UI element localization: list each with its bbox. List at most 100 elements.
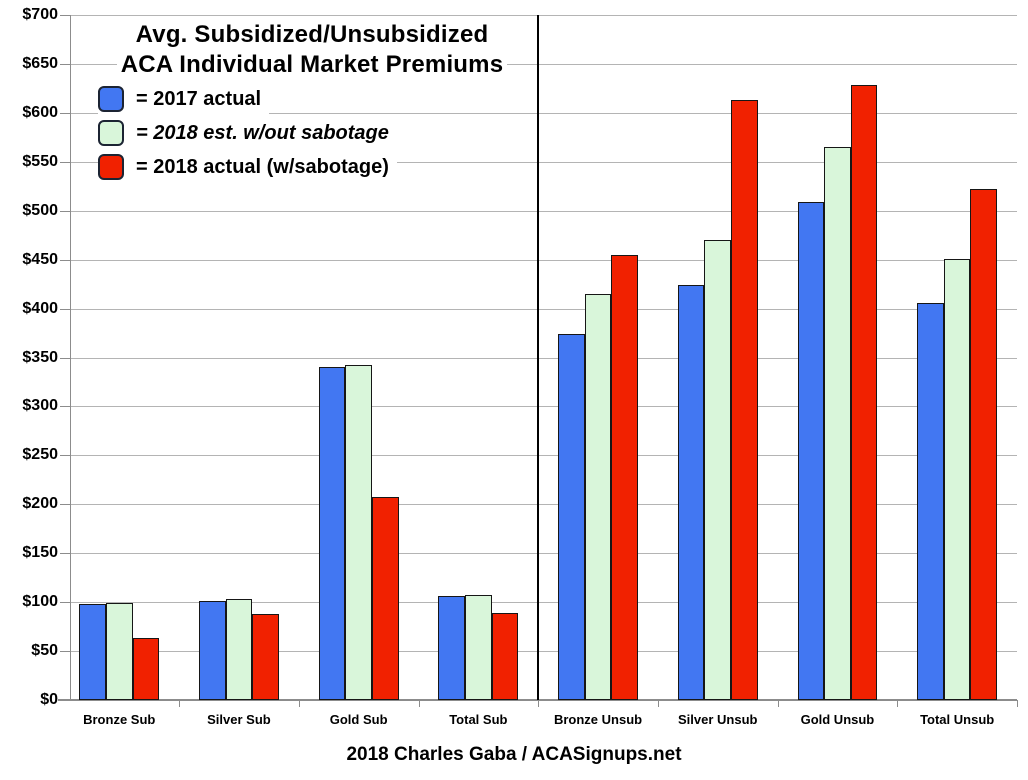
bar-2018-est-w-out-sabotage-total-sub — [465, 595, 492, 700]
legend-swatch-2017-actual — [98, 86, 124, 112]
y-axis-tick-label: $100 — [22, 593, 58, 611]
bar-2017-actual-gold-unsub — [797, 201, 825, 700]
attribution-footer: 2018 Charles Gaba / ACASignups.net — [346, 744, 682, 765]
gridline — [70, 63, 1017, 65]
y-axis-tick-label: $350 — [22, 348, 58, 366]
y-axis-tick-label: $700 — [22, 6, 58, 23]
y-axis-tick-mark — [60, 15, 70, 16]
gridline — [70, 161, 1017, 163]
legend-row-2018-est: = 2018 est. w/out sabotage — [98, 118, 397, 148]
y-axis-tick-mark — [60, 63, 70, 65]
bar-2018-actual-w-sabotage--total-sub — [491, 612, 519, 700]
gridline — [70, 553, 1017, 555]
y-axis-tick-label: $600 — [22, 103, 58, 121]
bar-2018-actual-w-sabotage--gold-sub — [371, 497, 399, 700]
legend-label-2017-actual: = 2017 actual — [136, 88, 262, 110]
x-axis-tick-mark — [179, 700, 181, 707]
bar-2018-actual-w-sabotage--silver-unsub — [731, 100, 758, 700]
y-axis-tick-mark — [60, 553, 70, 555]
y-axis-tick-label: $0 — [40, 691, 58, 708]
x-axis-tick-mark — [657, 700, 659, 707]
bar-2018-est-w-out-sabotage-total-unsub — [943, 258, 971, 700]
x-axis-tick-mark — [897, 700, 899, 707]
y-axis-tick-mark — [60, 112, 70, 114]
x-axis-tick-mark — [298, 700, 300, 707]
gridline — [70, 357, 1017, 359]
gridline — [70, 602, 1017, 604]
x-axis-category-label: Gold Unsub — [800, 712, 875, 727]
y-axis-tick-label: $300 — [22, 397, 58, 415]
legend-row-2017-actual: = 2017 actual — [98, 84, 270, 114]
y-axis-tick-label: $550 — [22, 152, 58, 170]
legend-swatch-2018-est — [98, 120, 124, 146]
bar-2018-actual-w-sabotage--total-unsub — [970, 189, 998, 700]
bar-2017-actual-silver-unsub — [677, 285, 705, 700]
gridline — [70, 504, 1017, 506]
x-axis-category-label: Gold Sub — [329, 712, 388, 727]
gridline — [70, 651, 1017, 653]
gridline — [70, 112, 1017, 114]
y-axis-tick-mark — [60, 259, 70, 261]
x-axis-baseline — [58, 699, 1017, 701]
y-axis-tick-label: $50 — [31, 642, 58, 660]
chart-title: Avg. Subsidized/Unsubsidized ACA Individ… — [84, 20, 540, 80]
chart-title-line2: ACA Individual Market Premiums — [116, 50, 508, 80]
legend-row-2018-actual: = 2018 actual (w/sabotage) — [98, 152, 397, 182]
bar-2017-actual-total-unsub — [917, 302, 944, 700]
legend-box: Avg. Subsidized/Unsubsidized ACA Individ… — [84, 20, 540, 186]
x-axis-category-label: Bronze Sub — [83, 712, 156, 727]
bar-2018-actual-w-sabotage--bronze-unsub — [611, 254, 638, 700]
sub-unsub-divider-line — [537, 15, 540, 700]
x-axis-tick-mark — [418, 700, 420, 707]
x-axis-category-label: Silver Unsub — [678, 712, 758, 727]
x-axis-category-label: Total Sub — [449, 712, 508, 727]
y-axis-tick-label: $400 — [22, 299, 58, 317]
chart-title-line1: Avg. Subsidized/Unsubsidized — [131, 20, 493, 50]
y-axis-tick-mark — [60, 406, 70, 408]
x-axis-category-label: Bronze Unsub — [553, 712, 643, 727]
bar-2018-est-w-out-sabotage-gold-unsub — [824, 147, 851, 700]
y-axis-tick-label: $150 — [22, 544, 58, 562]
y-axis-tick-label: $250 — [22, 446, 58, 464]
gridline — [70, 406, 1017, 408]
y-axis-tick-mark — [60, 308, 70, 310]
bar-2018-actual-w-sabotage--silver-sub — [252, 613, 279, 700]
y-axis-tick-mark — [60, 504, 70, 506]
bar-2017-actual-silver-sub — [199, 601, 226, 700]
x-axis-category-label: Silver Sub — [207, 712, 271, 727]
legend-swatch-2018-actual — [98, 154, 124, 180]
y-axis-line — [70, 15, 71, 700]
gridline — [70, 308, 1017, 310]
y-axis-tick-mark — [60, 602, 70, 604]
bar-2017-actual-bronze-unsub — [558, 334, 585, 700]
bar-2018-est-w-out-sabotage-bronze-unsub — [584, 293, 612, 700]
x-axis-tick-mark — [777, 700, 779, 707]
bar-2018-est-w-out-sabotage-silver-sub — [225, 599, 253, 700]
y-axis-tick-label: $450 — [22, 250, 58, 268]
bar-2018-actual-w-sabotage--bronze-sub — [132, 638, 160, 700]
legend-label-2018-est: = 2018 est. w/out sabotage — [136, 122, 389, 144]
gridline — [70, 210, 1017, 212]
bar-2017-actual-gold-sub — [318, 367, 346, 700]
bar-2018-est-w-out-sabotage-silver-unsub — [704, 240, 732, 700]
gridline — [70, 259, 1017, 261]
y-axis-tick-mark — [60, 455, 70, 457]
y-axis-tick-label: $200 — [22, 495, 58, 513]
y-axis-tick-mark — [60, 161, 70, 163]
legend-label-2018-actual: = 2018 actual (w/sabotage) — [136, 156, 389, 178]
bar-2018-est-w-out-sabotage-bronze-sub — [105, 603, 133, 700]
y-axis-tick-label: $500 — [22, 201, 58, 219]
gridline — [70, 15, 1017, 16]
bar-2018-actual-w-sabotage--gold-unsub — [850, 85, 878, 700]
bar-2017-actual-total-sub — [438, 596, 466, 700]
y-axis-tick-mark — [60, 210, 70, 212]
x-axis-tick-mark — [1017, 700, 1018, 707]
x-axis-category-label: Total Unsub — [920, 712, 995, 727]
bar-2018-est-w-out-sabotage-gold-sub — [345, 365, 372, 700]
bar-2017-actual-bronze-sub — [79, 604, 106, 700]
y-axis-tick-label: $650 — [22, 54, 58, 72]
x-axis-tick-mark — [538, 700, 540, 707]
gridline — [70, 455, 1017, 457]
y-axis-tick-mark — [60, 357, 70, 359]
